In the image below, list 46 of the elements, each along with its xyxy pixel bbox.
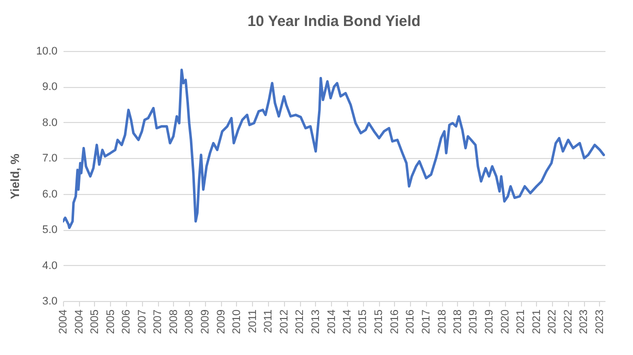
y-tick-label: 8.0 [42, 116, 58, 129]
x-tick-label: 2009 [199, 310, 212, 334]
x-tick-label: 2021 [530, 310, 543, 334]
x-tick-label: 2008 [168, 310, 180, 334]
y-tick-label: 3.0 [42, 296, 58, 308]
x-tick-label: 2016 [388, 310, 401, 334]
x-tick-label: 2017 [420, 310, 432, 334]
y-tick-label: 4.0 [42, 260, 58, 272]
x-tick-label: 2006 [120, 310, 133, 334]
y-tick-label: 9.0 [42, 81, 58, 94]
x-tick-label: 2023 [594, 310, 606, 334]
x-tick-label: 2020 [499, 310, 512, 334]
line-series [63, 68, 605, 230]
x-tick-label: 2007 [136, 310, 148, 334]
x-tick-label: 2019 [484, 310, 496, 334]
x-tick-label: 2005 [104, 310, 117, 334]
x-tick-label: 2005 [88, 310, 101, 334]
x-tick-label: 2018 [452, 310, 464, 334]
x-tick-label: 2011 [262, 310, 275, 334]
x-tick-label: 2016 [404, 310, 417, 334]
x-tick-label: 2008 [184, 310, 196, 334]
x-tick-label: 2021 [515, 310, 528, 334]
x-tick-label: 2014 [341, 310, 354, 334]
x-tick-label: 2011 [246, 310, 259, 334]
x-tick-label: 2013 [310, 310, 322, 334]
chart-title: 10 Year India Bond Yield [247, 13, 421, 30]
x-tick-label: 2012 [278, 310, 290, 334]
x-tick-label: 2015 [373, 310, 386, 334]
x-tick-label: 2022 [546, 310, 559, 334]
y-tick-label: 7.0 [42, 152, 58, 165]
y-tick-label: 6.0 [42, 188, 58, 200]
x-tick-label: 2022 [562, 310, 574, 334]
x-tick-label: 2018 [436, 310, 448, 334]
x-tick-label: 2012 [294, 310, 306, 334]
x-tick-label: 2004 [58, 310, 70, 334]
x-tick-label: 2007 [152, 310, 164, 334]
x-tick-label: 2009 [215, 310, 228, 334]
x-tick-label: 2004 [73, 310, 86, 334]
y-axis-title: Yield, % [8, 153, 22, 200]
x-tick-label: 2023 [578, 310, 590, 334]
x-tick-label: 2019 [468, 310, 480, 334]
y-tick-label: 5.0 [42, 224, 58, 236]
y-tick-label: 10.0 [36, 46, 58, 58]
x-tick-label: 2010 [230, 310, 243, 334]
x-tick-label: 2014 [326, 310, 338, 334]
x-tick-label: 2015 [357, 310, 370, 334]
